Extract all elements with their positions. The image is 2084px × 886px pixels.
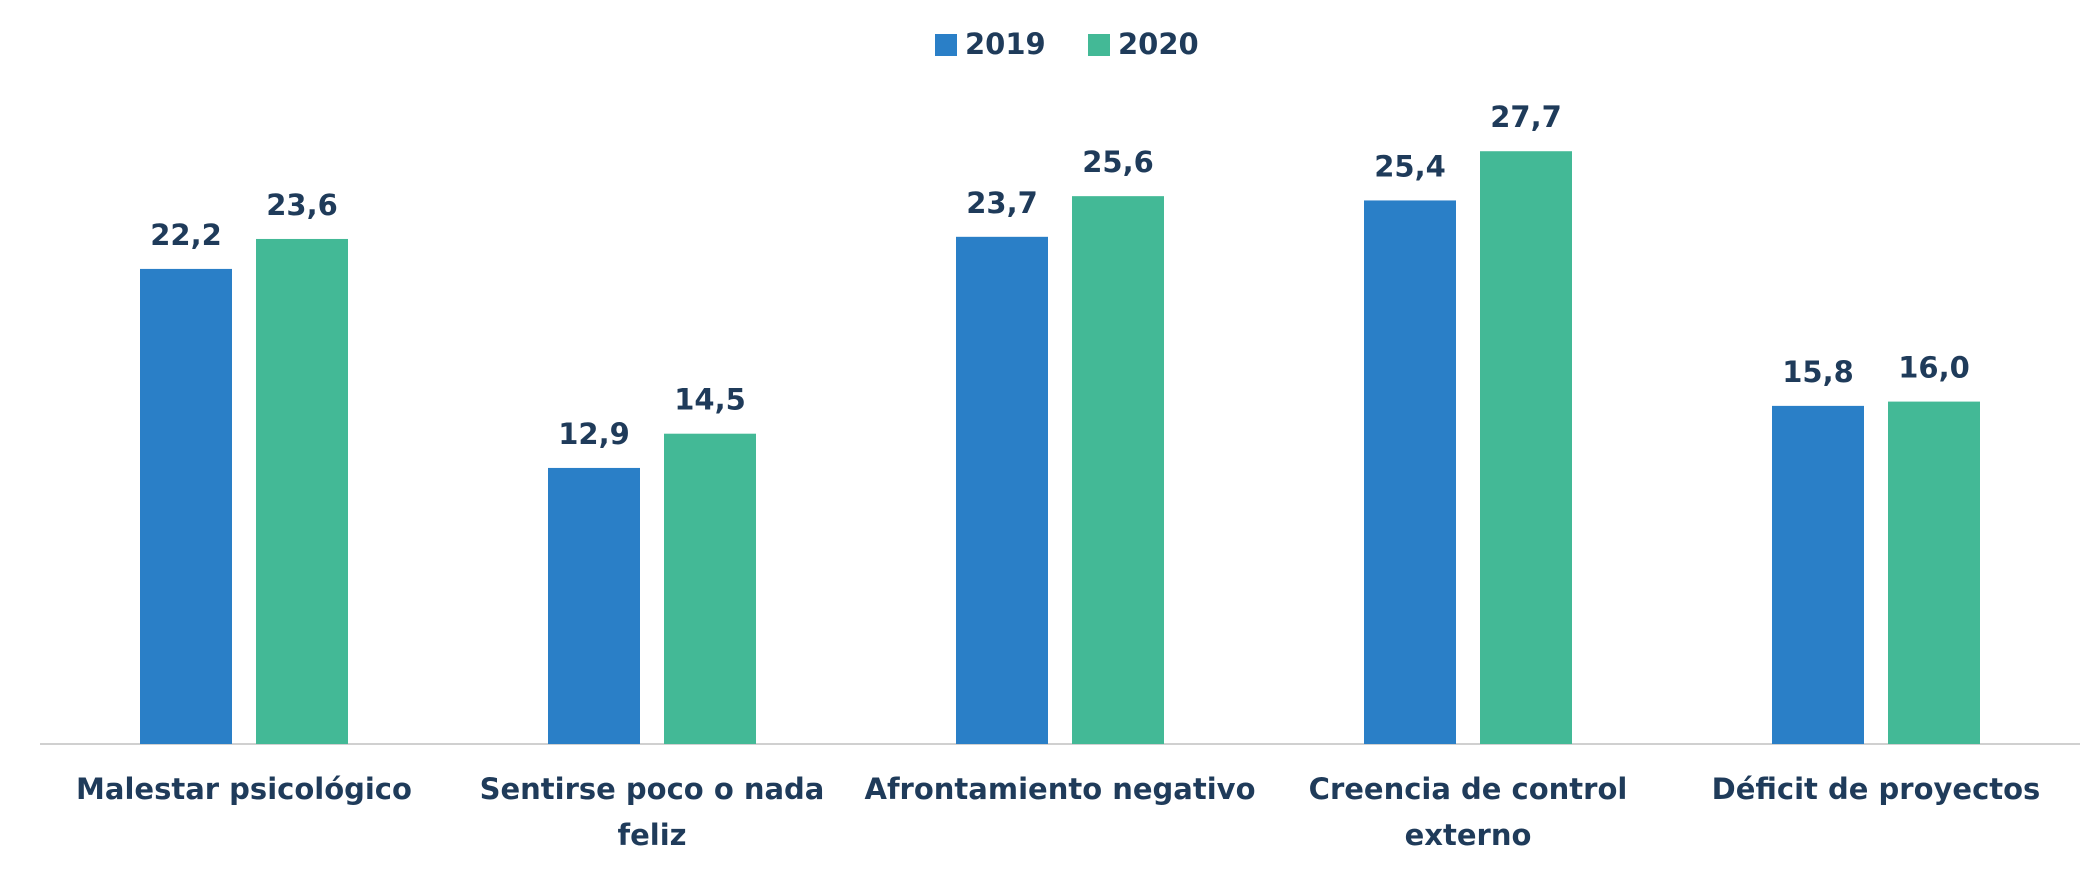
x-tick-label: Creencia de control externo [1308, 772, 1628, 852]
legend-label: 2019 [965, 27, 1046, 61]
bar [956, 236, 1048, 744]
bar [1072, 196, 1164, 744]
data-label: 23,6 [266, 188, 338, 222]
bar [1772, 405, 1864, 744]
bar [664, 433, 756, 744]
data-label: 23,7 [966, 186, 1038, 220]
data-label: 22,2 [150, 218, 222, 252]
legend-swatch [935, 34, 957, 56]
data-label: 12,9 [558, 417, 630, 451]
x-tick-label: Malestar psicológico [76, 772, 412, 806]
legend-swatch [1088, 34, 1110, 56]
x-tick-label-box: Afrontamiento negativo [864, 772, 1256, 806]
data-label: 27,7 [1490, 100, 1562, 134]
x-tick-label: Sentirse poco o nada feliz [479, 772, 825, 852]
bar [256, 238, 348, 744]
x-tick-label: Afrontamiento negativo [864, 772, 1256, 806]
x-tick-label: Déficit de proyectos [1711, 772, 2041, 806]
bar [1888, 401, 1980, 744]
data-label: 25,6 [1082, 145, 1154, 179]
x-tick-label-box: Malestar psicológico [76, 772, 412, 806]
bar [1480, 151, 1572, 745]
bar [548, 467, 640, 744]
x-tick-label-box: Sentirse poco o nada feliz [479, 772, 825, 852]
bar [1364, 200, 1456, 744]
data-label: 16,0 [1898, 351, 1970, 385]
bar [140, 268, 232, 744]
data-label: 25,4 [1374, 149, 1446, 183]
legend-label: 2020 [1118, 27, 1199, 61]
x-tick-label-box: Creencia de control externo [1308, 772, 1628, 852]
x-tick-label-box: Déficit de proyectos [1711, 772, 2041, 806]
data-label: 15,8 [1782, 355, 1854, 389]
data-label: 14,5 [674, 383, 746, 417]
